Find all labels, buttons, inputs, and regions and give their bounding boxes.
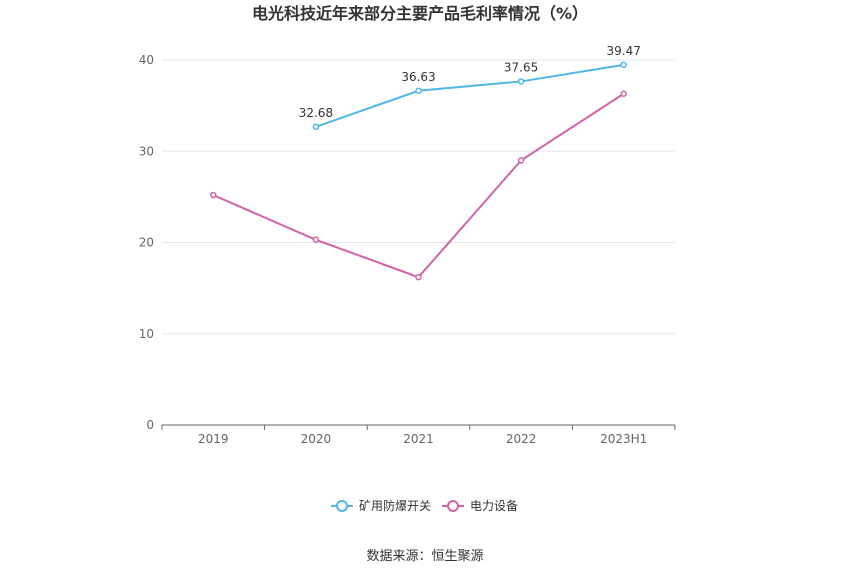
x-tick-label: 2019 [198,432,229,446]
data-label: 39.47 [607,44,641,58]
data-label: 32.68 [299,106,333,120]
data-point[interactable] [210,191,217,199]
x-tick-label: 2022 [506,432,537,446]
x-tick-label: 2020 [301,432,332,446]
grid [162,59,675,335]
data-point[interactable] [415,273,422,281]
data-point[interactable] [517,157,525,164]
legend-label: 电力设备 [470,499,518,513]
series-layer: 32.68 36.63 37.65 39.47 [210,44,641,281]
chart-title: 电光科技近年来部分主要产品毛利率情况（%） [252,4,588,23]
x-tick-label: 2021 [403,432,434,446]
y-tick-label: 0 [146,418,154,432]
data-point[interactable] [620,90,627,98]
y-tick-label: 30 [139,144,154,158]
legend-item[interactable]: 电力设备 [442,499,518,513]
y-tick-label: 10 [139,327,154,341]
series-line [212,92,625,279]
data-label: 36.63 [401,70,435,84]
data-point[interactable] [620,61,627,69]
data-point[interactable] [312,236,320,244]
legend-label: 矿用防爆开关 [359,498,431,513]
series-line [315,63,624,128]
data-point[interactable] [312,123,320,131]
data-label: 37.65 [504,60,538,74]
y-tick-label: 20 [139,236,154,250]
source-note: 数据来源：恒生聚源 [366,549,483,564]
legend-item[interactable]: 矿用防爆开关 [331,498,431,513]
legend: 矿用防爆开关 电力设备 [331,498,518,513]
axes: 0 10 20 30 40 2019 2020 2021 2022 2023H1 [139,53,676,446]
data-point[interactable] [415,87,422,95]
series-2 [210,90,627,281]
y-tick-label: 40 [139,53,154,67]
legend-swatch-marker [336,500,348,512]
legend-swatch-marker [447,500,459,512]
series-1: 32.68 36.63 37.65 39.47 [299,44,641,131]
data-point[interactable] [517,78,525,85]
x-tick-label: 2023H1 [600,432,647,446]
